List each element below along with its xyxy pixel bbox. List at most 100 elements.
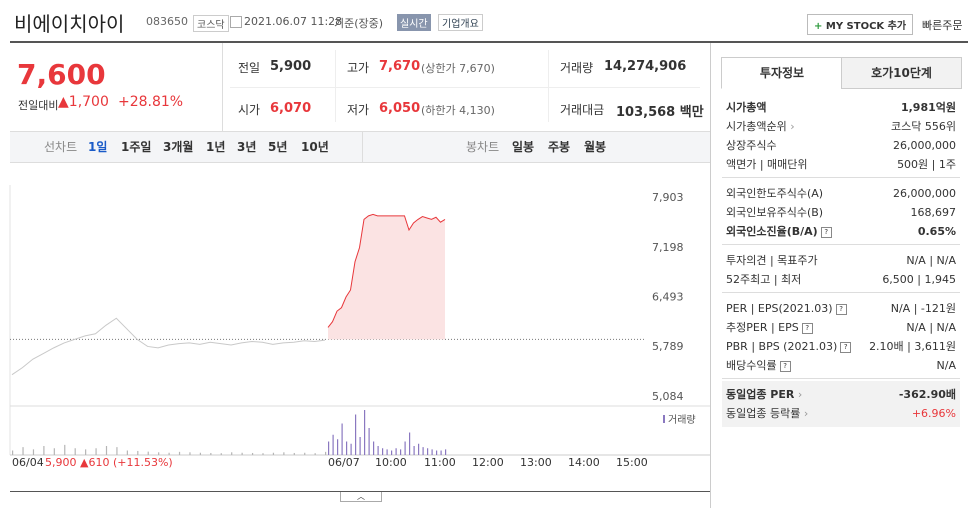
volume-bar <box>220 453 222 455</box>
candle-tab[interactable]: 월봉 <box>584 140 607 154</box>
volume-bar <box>53 448 55 455</box>
volume-bar <box>328 441 330 455</box>
volume-bar <box>404 441 406 455</box>
volume-bar <box>251 452 254 455</box>
info-row: 시가총액순위 › 코스닥 556위 <box>726 117 956 136</box>
market-badge: 코스닥 <box>193 15 229 32</box>
info-value: N/A | -121원 <box>890 302 956 315</box>
stock-code: 083650 <box>146 15 188 28</box>
volume-bar <box>350 443 352 455</box>
volume-bar <box>189 452 191 455</box>
period-tab[interactable]: 3년 <box>237 140 257 154</box>
group-divider <box>722 292 960 293</box>
info-label: PBR | BPS (2021.03) <box>726 340 838 353</box>
y-tick-label: 7,903 <box>652 191 684 204</box>
stat-value: 7,670 <box>379 59 421 74</box>
period-tab[interactable]: 1년 <box>206 140 226 154</box>
volume-bar <box>377 446 379 455</box>
volume-bar <box>436 450 438 455</box>
x-tick-label: 13:00 <box>520 456 552 469</box>
volume-bar <box>32 449 35 455</box>
volume-bar <box>147 451 149 455</box>
info-label[interactable]: 동일업종 등락률 <box>726 407 801 420</box>
info-label: 52주최고 | 최저 <box>726 273 802 286</box>
volume-bar <box>341 423 343 455</box>
x-tick-label: 06/04 <box>12 456 44 469</box>
info-row: 시가총액 1,981억원 <box>726 98 956 117</box>
info-label: 추정PER | EPS <box>726 321 799 334</box>
calendar-icon <box>230 16 242 28</box>
info-label: 외국인보유주식수(B) <box>726 206 824 219</box>
divider <box>230 87 700 88</box>
info-label[interactable]: 시가총액순위 <box>726 120 787 133</box>
volume-legend-swatch <box>663 415 665 423</box>
info-tab[interactable]: 호가10단계 <box>841 57 962 89</box>
price-area <box>328 214 445 340</box>
divider <box>362 131 363 163</box>
price-line <box>11 317 326 376</box>
volume-bar <box>440 450 442 455</box>
quick-order[interactable]: 빠른주문 <box>922 19 963 32</box>
group-bg <box>722 381 960 427</box>
info-row: 액면가 | 매매단위 500원 | 1주 <box>726 155 956 174</box>
volume-bar <box>272 452 275 455</box>
x-tick-label: 11:00 <box>424 456 456 469</box>
volume-bar <box>373 441 375 455</box>
help-icon[interactable]: ? <box>840 341 852 353</box>
volume-bar <box>158 452 160 455</box>
volume-label: 거래량 <box>668 414 696 426</box>
volume-bar <box>12 450 14 455</box>
period-tab[interactable]: 3개월 <box>163 140 194 154</box>
help-icon[interactable]: ? <box>779 360 791 372</box>
link-arrow[interactable]: › <box>800 407 809 420</box>
company-info[interactable]: 기업개요 <box>438 14 483 31</box>
divider <box>710 43 711 508</box>
volume-bar <box>400 449 402 455</box>
candle-chart-label: 봉차트 <box>466 140 500 154</box>
period-tab[interactable]: 10년 <box>301 140 329 154</box>
info-row: 외국인소진율(B/A)? 0.65% <box>726 222 956 241</box>
volume-bar <box>22 447 24 455</box>
volume-bar <box>64 444 66 455</box>
volume-bar <box>431 449 433 455</box>
info-label: 시가총액 <box>726 101 767 114</box>
volume-bar <box>137 450 139 455</box>
info-label: 액면가 | 매매단위 <box>726 158 808 171</box>
link-arrow[interactable]: › <box>794 388 803 401</box>
divider <box>222 43 223 131</box>
line-chart-label: 선차트 <box>44 140 78 154</box>
info-row: 추정PER | EPS? N/A | N/A <box>726 318 956 337</box>
info-row: 동일업종 등락률 › +6.96% <box>726 404 956 423</box>
x-tick-label: 12:00 <box>472 456 504 469</box>
volume-bar <box>116 447 118 455</box>
info-row: 배당수익률? N/A <box>726 356 956 375</box>
period-tab[interactable]: 1일 <box>88 140 108 154</box>
candle-tab[interactable]: 주봉 <box>548 140 571 154</box>
volume-bar <box>95 448 97 455</box>
collapse-toggle[interactable]: ︿ <box>340 492 382 502</box>
divider <box>335 50 336 122</box>
volume-bar <box>43 446 45 455</box>
help-icon[interactable]: ? <box>820 226 832 238</box>
info-tab[interactable]: 투자정보 <box>721 57 843 89</box>
period-tab[interactable]: 5년 <box>268 140 288 154</box>
current-price: 7,600 <box>17 58 106 91</box>
help-icon[interactable]: ? <box>801 322 813 334</box>
realtime-badge[interactable]: 실시간 <box>397 14 431 31</box>
info-row: 상장주식수 26,000,000 <box>726 136 956 155</box>
volume-bar <box>304 452 306 455</box>
info-label: 외국인소진율(B/A) <box>726 225 818 238</box>
period-tab[interactable]: 1주일 <box>121 140 152 154</box>
info-label[interactable]: 동일업종 PER <box>726 388 795 401</box>
volume-bar <box>283 452 285 455</box>
my-stock-button[interactable]: + MY STOCK 추가 <box>807 14 914 35</box>
divider <box>548 50 549 122</box>
info-row: 투자의견 | 목표주가 N/A | N/A <box>726 251 956 270</box>
change-label: 전일대비 <box>18 99 59 112</box>
link-arrow[interactable]: › <box>786 120 795 133</box>
volume-bar <box>241 452 243 455</box>
help-icon[interactable]: ? <box>835 303 847 315</box>
candle-tab[interactable]: 일봉 <box>512 140 535 154</box>
info-row: PER | EPS(2021.03)? N/A | -121원 <box>726 299 956 318</box>
